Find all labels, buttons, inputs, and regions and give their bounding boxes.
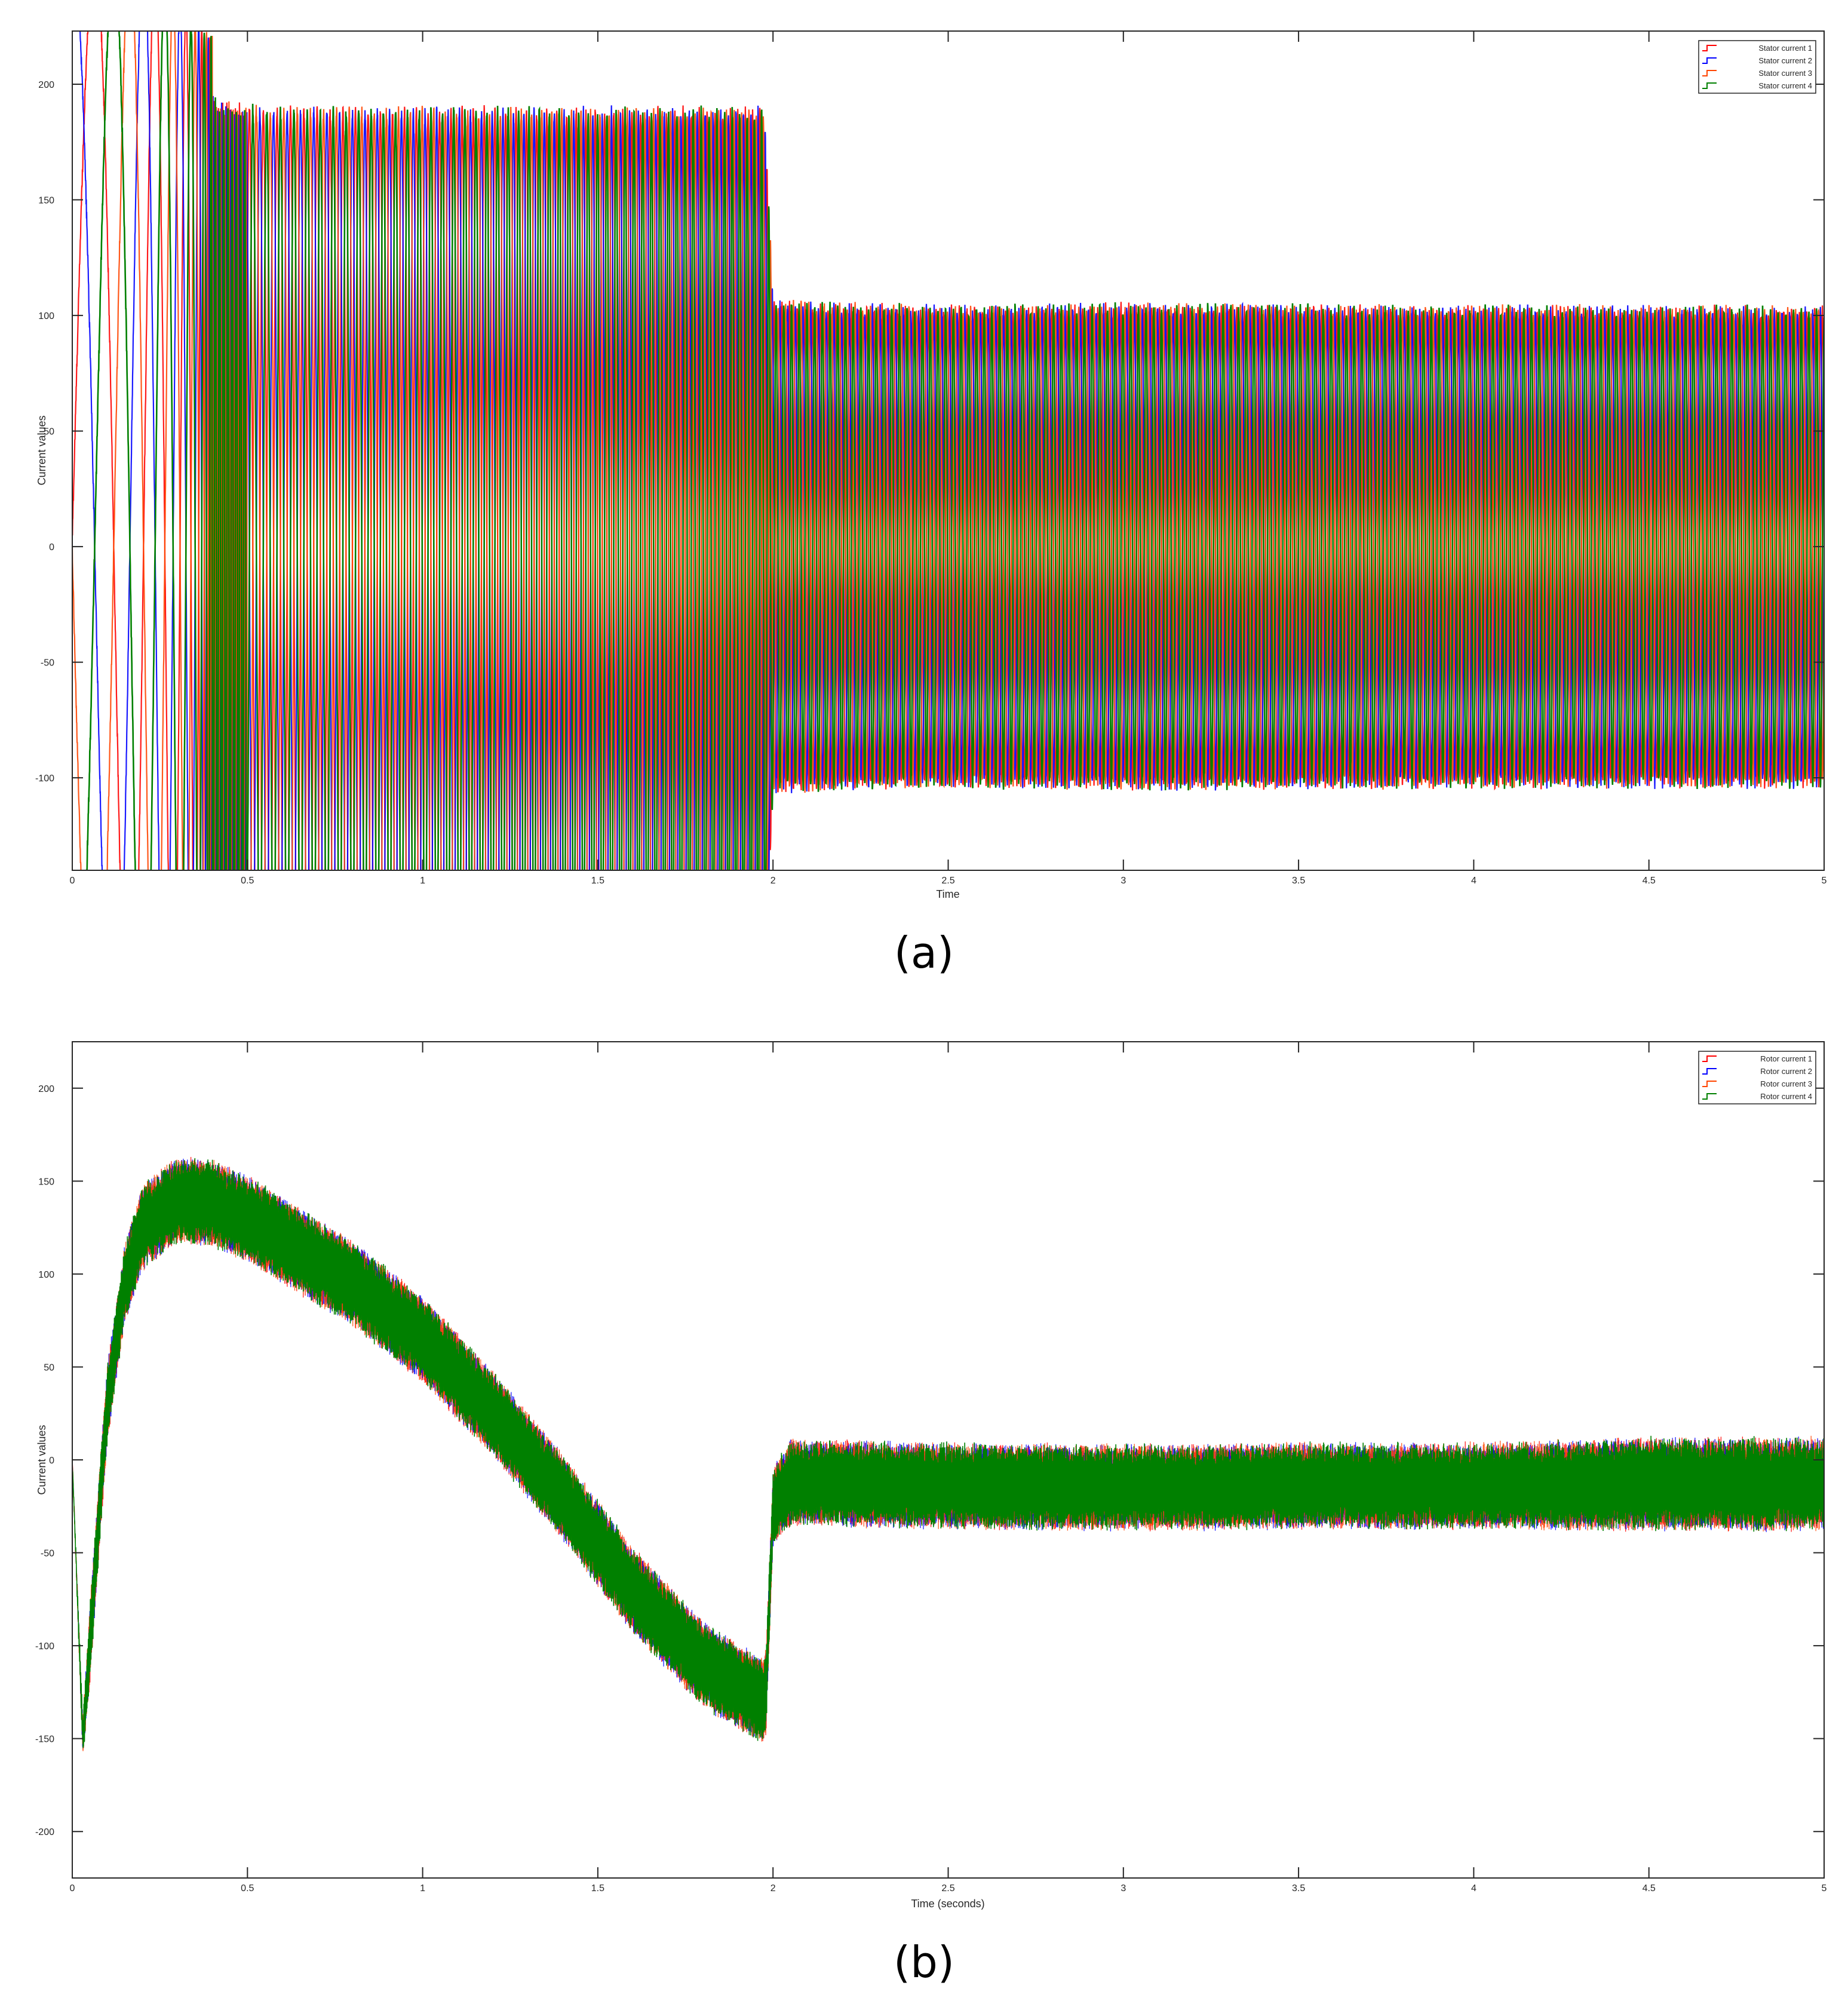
y-axis-title-a: Current values [36,415,48,485]
axis-ticks-b: 0 0.5 1 1.5 2 2.5 3 3.5 4 4.5 5 -200 -150 -100 -50 0 50 1… [35,1042,1827,1894]
y-tick-label: 50 [44,427,54,437]
y-tick-label: -100 [35,774,54,784]
y-tick-label: 50 [44,1362,54,1373]
legend-swatch [1702,45,1717,51]
y-tick-label: 0 [49,542,54,553]
x-tick-label: 3 [1121,1883,1126,1894]
y-tick-label: 100 [38,311,54,321]
y-tick-label: 150 [38,196,54,206]
legend-entry: Stator current 3 [1758,69,1812,78]
y-tick-label: -50 [41,1549,54,1559]
legend-entry: Rotor current 3 [1760,1079,1812,1088]
y-tick-label: -100 [35,1641,54,1652]
x-tick-label: 3.5 [1292,876,1305,886]
stator-current-traces [72,31,1824,870]
x-tick-label: 0.5 [241,1883,254,1894]
x-tick-label: 2 [770,1883,776,1894]
legend-swatch [1702,1081,1717,1087]
caption-a: (a) [894,928,954,978]
x-axis-title-b: Time (seconds) [911,1898,984,1910]
legend-entry: Rotor current 4 [1760,1092,1812,1101]
y-tick-label: 200 [38,80,54,90]
x-tick-label: 4 [1471,876,1476,886]
y-tick-label: 100 [38,1270,54,1280]
y-tick-label: -200 [35,1827,54,1837]
x-tick-label: 1 [420,876,425,886]
legend-swatch [1702,57,1717,64]
x-tick-label: 1 [420,1883,425,1894]
rotor-current-chart: 0 0.5 1 1.5 2 2.5 3 3.5 4 4.5 5 -200 -150 -100 -50 0 50 1… [35,1041,1827,1987]
x-tick-label: 4.5 [1643,876,1656,886]
rotor-current-traces [72,1156,1824,1751]
series-line [85,31,1824,870]
stator-current-chart: 0 0.5 1 1.5 2 2.5 3 3.5 4 4.5 5 -100 -50 0 50 100 150 200… [35,30,1827,978]
x-axis-title-a: Time [936,888,959,900]
caption-b: (b) [894,1937,954,1987]
y-tick-label: 0 [49,1456,54,1466]
legend-b: Rotor current 1 Rotor current 2 Rotor curr… [1698,1051,1816,1104]
legend-entry: Stator current 1 [1758,44,1812,53]
x-tick-label: 5 [1822,876,1827,886]
legend-entry: Rotor current 1 [1760,1054,1812,1063]
legend-entry: Rotor current 2 [1760,1067,1812,1076]
x-tick-label: 0 [70,876,75,886]
x-tick-label: 1.5 [591,1883,604,1894]
x-tick-label: 2.5 [941,1883,954,1894]
legend-box [1698,40,1816,94]
x-tick-label: 0 [70,1883,75,1894]
legend-swatch [1702,70,1717,76]
axis-ticks-a: 0 0.5 1 1.5 2 2.5 3 3.5 4 4.5 5 -100 -50 0 50 100 150 200 [35,31,1827,886]
series-line [79,31,1824,870]
x-tick-label: 2 [770,876,776,886]
legend-swatch [1702,82,1717,89]
legend-swatch [1702,1055,1717,1062]
y-tick-label: -50 [41,658,54,668]
x-tick-label: 0.5 [241,876,254,886]
legend-a: Stator current 1 Stator current 2 Stator c… [1698,40,1816,94]
legend-swatch [1702,1093,1717,1100]
x-tick-label: 4.5 [1643,1883,1656,1894]
x-tick-label: 3 [1121,876,1126,886]
x-tick-label: 5 [1822,1883,1827,1894]
legend-entry: Stator current 2 [1758,56,1812,65]
y-tick-label: -150 [35,1735,54,1745]
y-tick-label: 200 [38,1084,54,1094]
x-tick-label: 2.5 [941,876,954,886]
y-axis-title-b: Current values [36,1425,48,1495]
legend-swatch [1702,1068,1717,1075]
x-tick-label: 4 [1471,1883,1476,1894]
legend-box [1698,1051,1816,1104]
legend-entry: Stator current 4 [1758,81,1812,90]
y-tick-label: 150 [38,1177,54,1187]
series-line [72,1158,1824,1748]
x-tick-label: 3.5 [1292,1883,1305,1894]
x-tick-label: 1.5 [591,876,604,886]
